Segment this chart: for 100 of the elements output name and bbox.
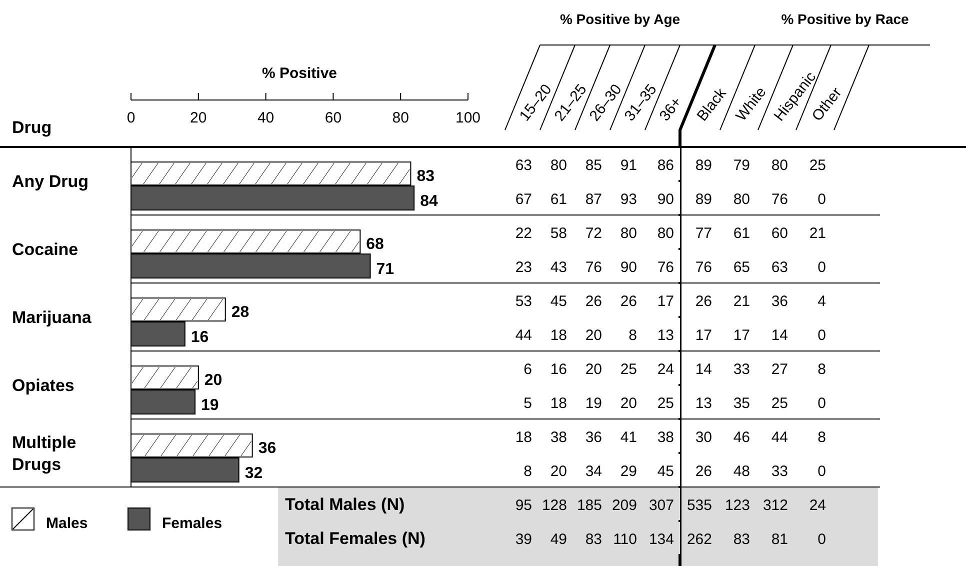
data-label: 36 xyxy=(585,429,602,446)
data-label: 20 xyxy=(585,327,602,344)
x-tick-label: 40 xyxy=(257,110,274,127)
data-label: 39 xyxy=(515,531,532,548)
data-label: 21 xyxy=(809,225,826,242)
data-label: 24 xyxy=(657,361,674,378)
data-label: 0 xyxy=(818,191,826,208)
data-label: 5 xyxy=(524,395,532,412)
data-label: 46 xyxy=(733,429,750,446)
data-label: 86 xyxy=(657,157,674,174)
data-label: 22 xyxy=(515,225,532,242)
chart-title: % Positive xyxy=(262,65,338,82)
data-label: 25 xyxy=(657,395,674,412)
data-label: 63 xyxy=(771,259,788,276)
data-label: 80 xyxy=(733,191,750,208)
data-label: 72 xyxy=(585,225,602,242)
data-label: 25 xyxy=(809,157,826,174)
data-label: 23 xyxy=(515,259,532,276)
data-label: 14 xyxy=(695,361,712,378)
data-label: 17 xyxy=(657,293,674,310)
data-label: 535 xyxy=(686,497,712,514)
data-label: 30 xyxy=(695,429,712,446)
data-label: 77 xyxy=(695,225,712,242)
data-label: 76 xyxy=(695,259,712,276)
data-label: 0 xyxy=(818,259,826,276)
data-label: 61 xyxy=(550,191,567,208)
data-label: 123 xyxy=(724,497,750,514)
y-tick-label: Marijuana xyxy=(12,308,92,327)
data-label: 33 xyxy=(771,463,788,480)
data-label: 65 xyxy=(733,259,750,276)
data-label: 67 xyxy=(515,191,532,208)
data-label: 20 xyxy=(550,463,567,480)
data-label: 0 xyxy=(818,531,826,548)
data-label: 95 xyxy=(515,497,532,514)
data-label: 36 xyxy=(771,293,788,310)
data-label: 8 xyxy=(524,463,532,480)
data-label: 83 xyxy=(585,531,602,548)
data-label: 16 xyxy=(190,329,209,346)
data-label: 0 xyxy=(818,327,826,344)
data-label: 25 xyxy=(771,395,788,412)
data-label: 43 xyxy=(550,259,567,276)
data-label: 80 xyxy=(657,225,674,242)
data-label: 71 xyxy=(376,261,394,278)
data-label: 17 xyxy=(695,327,712,344)
data-label: 36 xyxy=(258,440,276,457)
data-label: 38 xyxy=(550,429,567,446)
x-tick-label: 20 xyxy=(190,110,207,127)
x-tick-label: 100 xyxy=(455,110,481,127)
y-tick-label: Multiple Drugs xyxy=(12,433,76,474)
data-label: 209 xyxy=(612,497,637,514)
data-label: 35 xyxy=(733,395,750,412)
text: % Positive by Age xyxy=(560,11,680,27)
text: % Positive by Race xyxy=(781,11,910,27)
data-label: 90 xyxy=(620,259,637,276)
data-label: 80 xyxy=(620,225,637,242)
data-label: 8 xyxy=(818,361,826,378)
data-label: 8 xyxy=(628,327,637,344)
data-label: 18 xyxy=(550,327,567,344)
data-label: 29 xyxy=(620,463,637,480)
data-label: 80 xyxy=(550,157,567,174)
data-label: 13 xyxy=(695,395,712,412)
data-label: 24 xyxy=(809,497,826,514)
data-label: 262 xyxy=(686,531,712,548)
data-label: 26 xyxy=(585,293,602,310)
data-label: 41 xyxy=(620,429,637,446)
data-label: 84 xyxy=(420,193,438,210)
data-label: 33 xyxy=(733,361,750,378)
data-label: 110 xyxy=(613,531,637,548)
data-label: 18 xyxy=(550,395,567,412)
y-tick-label: Cocaine xyxy=(12,240,78,259)
data-label: 185 xyxy=(576,497,602,514)
legend-label: Females xyxy=(162,515,222,532)
x-tick-label: 36+ xyxy=(656,94,686,124)
data-label: 93 xyxy=(620,191,637,208)
x-tick-label: 60 xyxy=(324,110,342,127)
data-label: 8 xyxy=(818,429,826,446)
data-label: 25 xyxy=(620,361,637,378)
data-label: 13 xyxy=(657,327,674,344)
y-tick-label: Total Females (N) xyxy=(285,529,426,548)
data-label: 81 xyxy=(771,531,788,548)
data-label: 18 xyxy=(515,429,532,446)
data-label: 128 xyxy=(542,497,567,514)
data-label: 26 xyxy=(620,293,637,310)
data-label: 53 xyxy=(515,293,532,310)
data-label: 79 xyxy=(733,157,750,174)
data-label: 312 xyxy=(762,497,788,514)
data-label: 21 xyxy=(733,293,750,310)
data-label: 20 xyxy=(204,372,222,389)
legend-label: Males xyxy=(46,515,88,532)
data-label: 44 xyxy=(771,429,788,446)
data-label: 28 xyxy=(231,304,250,321)
x-tick-label: 80 xyxy=(392,110,409,127)
data-label: 90 xyxy=(657,191,674,208)
data-label: 76 xyxy=(657,259,674,276)
data-label: 61 xyxy=(733,225,750,242)
data-label: 89 xyxy=(695,191,712,208)
data-label: 19 xyxy=(585,395,602,412)
data-label: 17 xyxy=(733,327,750,344)
data-label: 20 xyxy=(620,395,637,412)
data-label: 0 xyxy=(818,463,826,480)
